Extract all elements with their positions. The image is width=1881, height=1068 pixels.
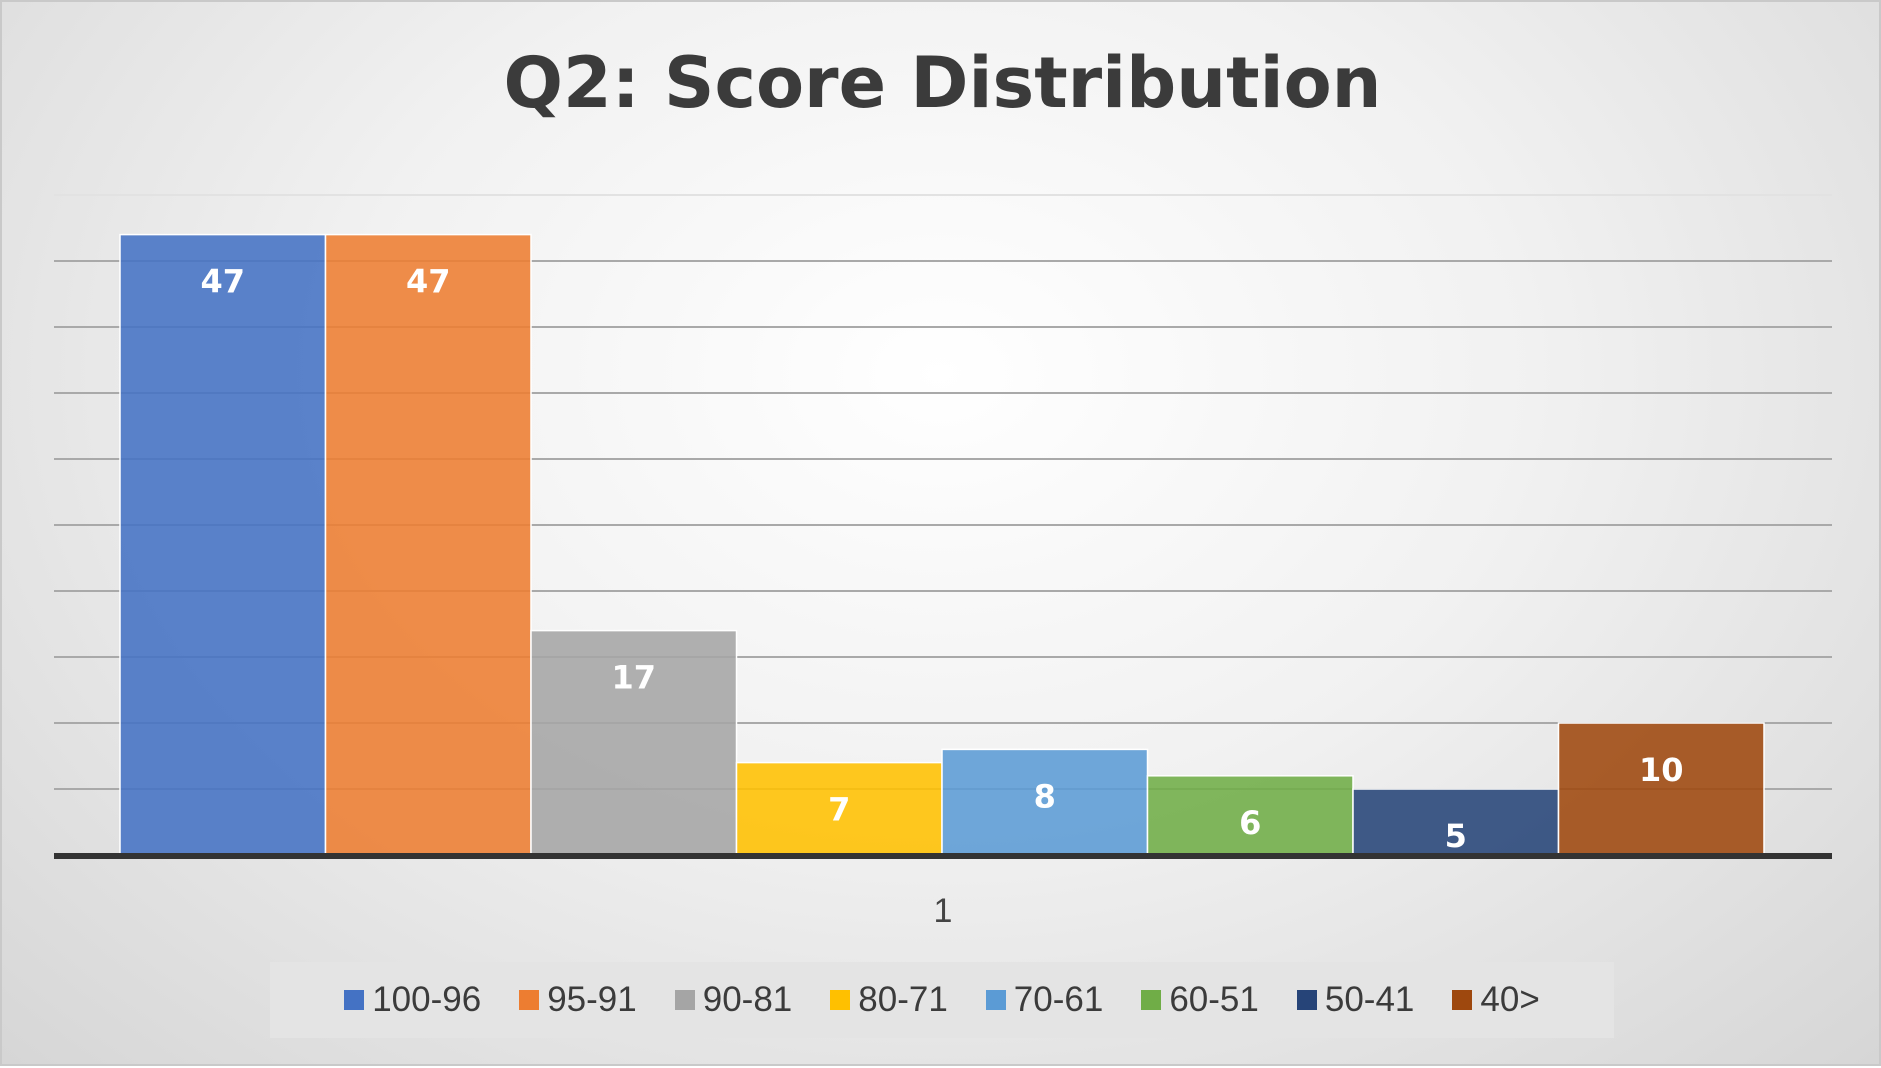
x-tick-label: 1 — [934, 892, 953, 930]
legend-label: 100-96 — [372, 980, 482, 1019]
legend-item-80-71: 80-71 — [830, 980, 948, 1020]
legend-label: 95-91 — [547, 980, 637, 1019]
legend: 100-96 95-91 90-81 80-71 70-61 60-51 50-41 40> — [270, 962, 1614, 1038]
legend-swatch — [519, 990, 540, 1010]
data-label-90-81: 17 — [611, 659, 656, 697]
legend-swatch — [830, 990, 851, 1010]
legend-item-90-81: 90-81 — [674, 980, 793, 1020]
legend-swatch — [674, 990, 695, 1010]
legend-item-95-91: 95-91 — [519, 980, 637, 1020]
data-labels: 47 47 17 7 8 6 5 10 — [200, 263, 1683, 855]
legend-swatch — [1296, 990, 1317, 1010]
legend-swatch — [344, 990, 365, 1010]
data-label-80-71: 7 — [828, 791, 850, 829]
legend-swatch — [985, 990, 1006, 1010]
legend-swatch — [1452, 990, 1473, 1010]
bar-90-81 — [530, 629, 738, 856]
bar-40> — [1557, 722, 1765, 856]
bars — [119, 233, 1765, 856]
data-label-100-96: 47 — [200, 263, 245, 301]
legend-item-100-96: 100-96 — [344, 980, 481, 1020]
data-label-70-61: 8 — [1034, 777, 1056, 815]
legend-swatch — [1141, 990, 1162, 1010]
data-label-60-51: 6 — [1239, 804, 1261, 842]
legend-label: 60-51 — [1169, 980, 1259, 1019]
legend-item-50-41: 50-41 — [1296, 980, 1415, 1020]
legend-item-60-51: 60-51 — [1141, 980, 1259, 1020]
data-label-40>: 10 — [1639, 751, 1684, 789]
legend-label: 90-81 — [702, 980, 793, 1019]
bar-95-91 — [324, 233, 532, 856]
legend-label: 70-61 — [1013, 980, 1104, 1019]
bar-50-41 — [1352, 788, 1560, 856]
legend-label: 80-71 — [858, 980, 948, 1019]
legend-item-70-61: 70-61 — [985, 980, 1104, 1020]
bar-70-61 — [941, 748, 1149, 856]
legend-label: 50-41 — [1324, 980, 1415, 1019]
legend-item-40>: 40> — [1452, 980, 1540, 1020]
chart-title: Q2: Score Distribution — [503, 42, 1382, 124]
legend-label: 40> — [1480, 980, 1540, 1019]
data-label-95-91: 47 — [406, 263, 451, 301]
data-label-50-41: 5 — [1445, 817, 1467, 855]
bar-100-96 — [119, 233, 327, 856]
